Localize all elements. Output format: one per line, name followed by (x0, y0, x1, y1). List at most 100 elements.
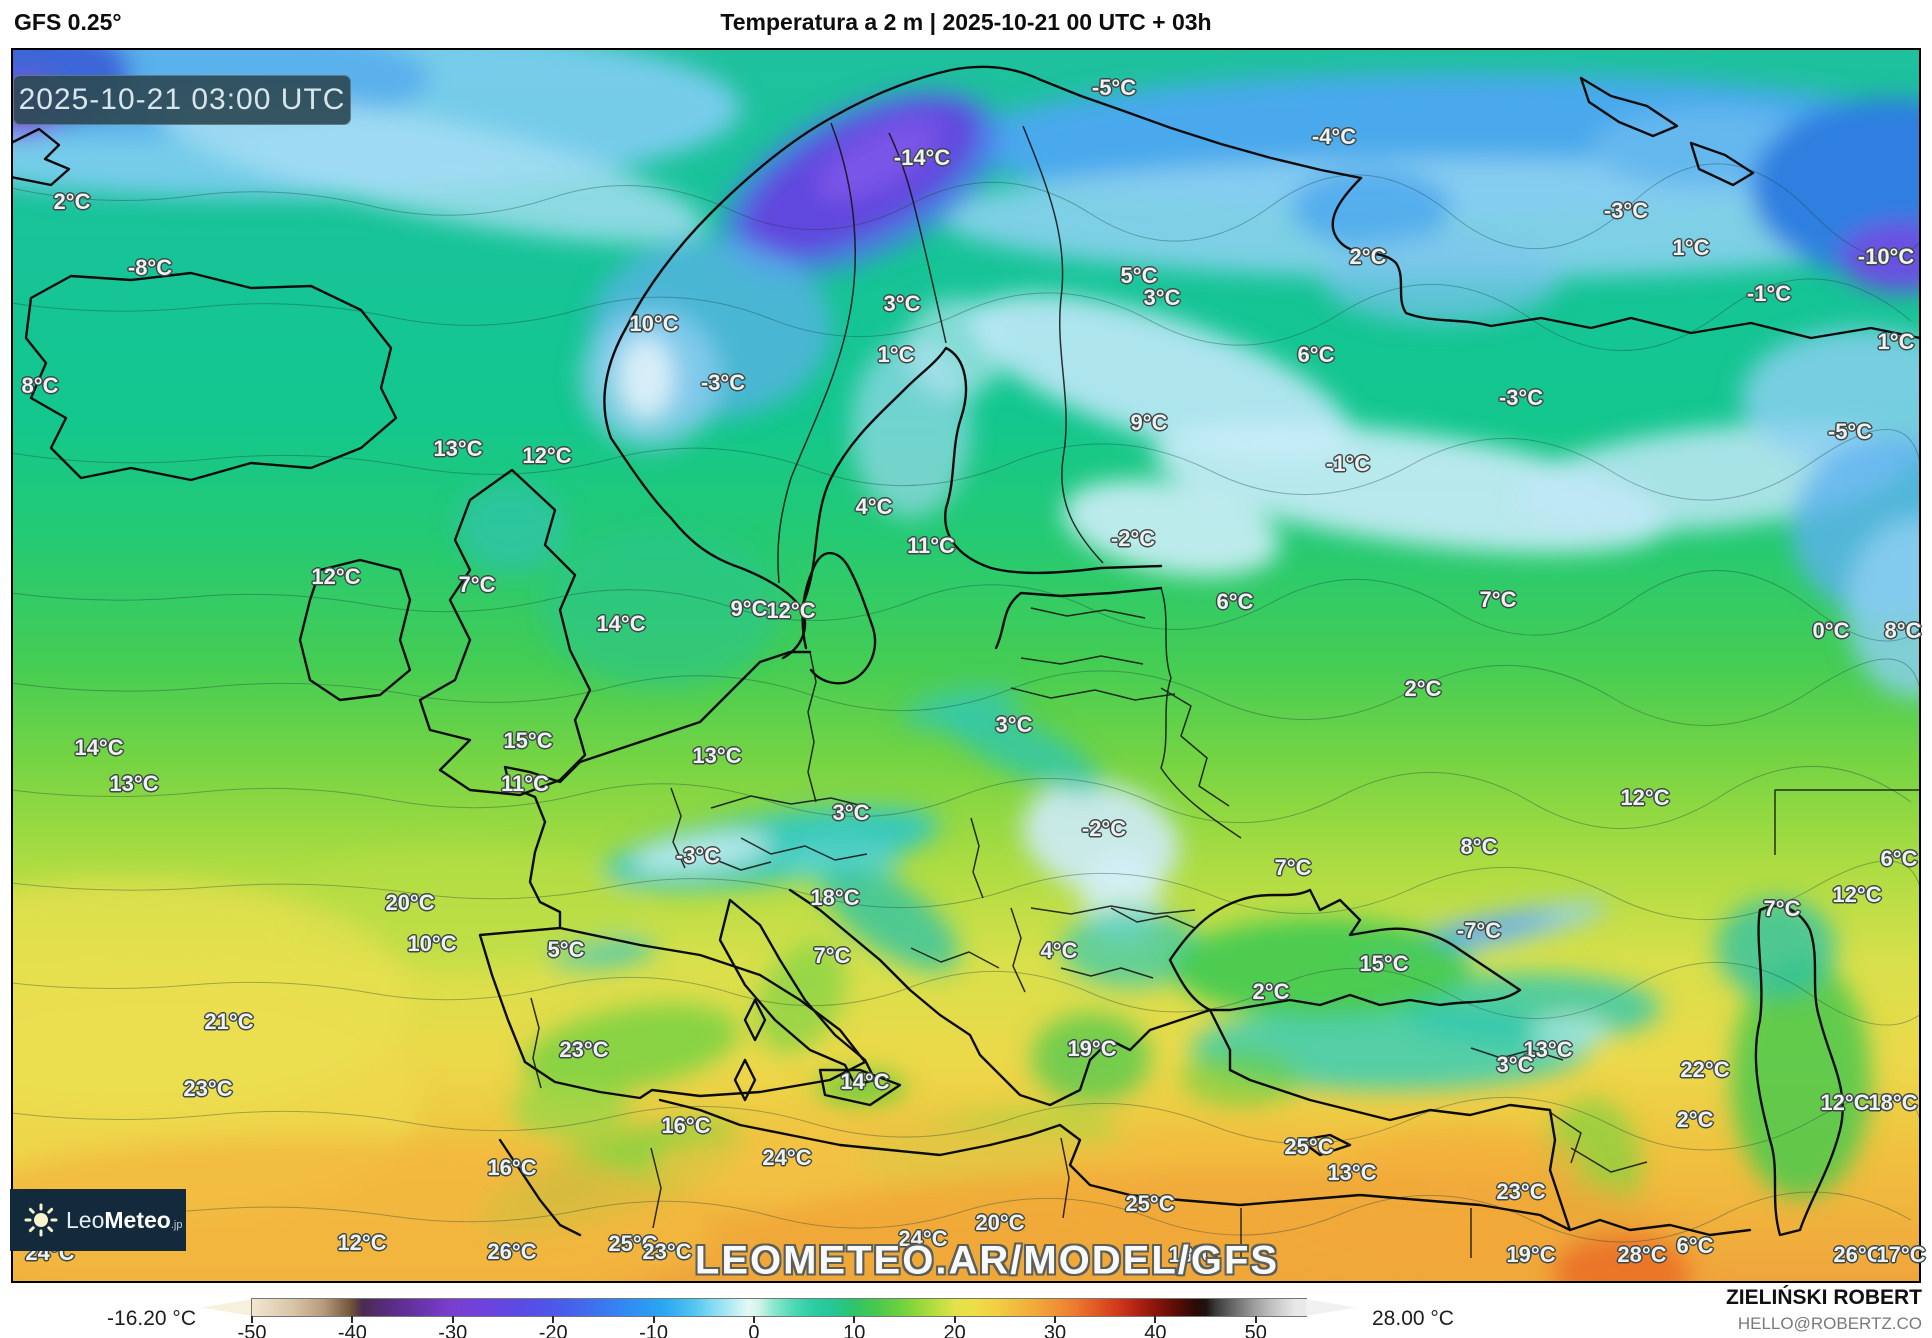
temp-label: 3°C (1143, 285, 1181, 310)
temp-label: 0°C (1812, 618, 1850, 643)
colorbar-tick-label: 50 (1244, 1322, 1267, 1338)
temp-label: 1°C (877, 342, 915, 367)
colorbar-tick (251, 1316, 253, 1323)
model-label: GFS 0.25° (14, 9, 122, 35)
temp-label: 25°C (608, 1231, 658, 1256)
temp-label: -1°C (1325, 451, 1371, 476)
temp-label: 13°C (692, 743, 742, 768)
colorbar-tick (552, 1316, 555, 1323)
temp-label: -4°C (1311, 124, 1357, 149)
colorbar-tick (1254, 1316, 1257, 1323)
temp-label: -3°C (675, 843, 721, 868)
temp-label: 19°C (1067, 1036, 1117, 1061)
map-border (11, 48, 1921, 1283)
temp-label: 10°C (629, 311, 679, 336)
temp-label: 26°C (487, 1239, 537, 1264)
temp-label: 11°C (501, 771, 549, 796)
temp-label: 20°C (975, 1210, 1025, 1235)
temp-label: 8°C (21, 373, 59, 398)
temp-label: 5°C (1120, 263, 1158, 288)
colorbar-tick (853, 1316, 856, 1323)
sun-icon (24, 1203, 58, 1237)
temp-label: 20°C (385, 890, 435, 915)
temp-label: 6°C (1216, 589, 1254, 614)
temp-label: -10°C (1857, 244, 1915, 269)
temp-label: 6°C (1297, 342, 1335, 367)
temp-label: 17°C (1876, 1242, 1926, 1267)
colorbar-tick-label: -10 (639, 1322, 668, 1338)
colorbar-tick-label: 20 (943, 1322, 966, 1338)
colorbar-tick-label: -20 (538, 1322, 568, 1338)
temp-label: 2°C (53, 189, 91, 214)
colorbar-max-label: 28.00 °C (1372, 1307, 1454, 1330)
watermark: LEOMETEO.AR/MODEL/GFS (694, 1238, 1280, 1283)
temp-label: 16°C (487, 1155, 537, 1180)
temp-label: 13°C (109, 771, 159, 796)
temp-label: 12°C (522, 443, 572, 468)
colorbar-tick-label: 10 (843, 1322, 866, 1338)
colorbar-tick-label: 0 (748, 1322, 760, 1338)
temp-label: 24°C (898, 1226, 948, 1251)
temp-label: 7°C (813, 943, 851, 968)
colorbar-tick (1054, 1316, 1057, 1323)
temp-label: 13°C (1523, 1037, 1573, 1062)
temp-label: 11°C (907, 533, 955, 558)
author-credit: ZIELIŃSKI ROBERT (1725, 1286, 1922, 1309)
temp-label: -1°C (1746, 281, 1792, 306)
colorbar-tick (953, 1316, 956, 1323)
temp-label: 5°C (547, 937, 585, 962)
temp-label: 15°C (1359, 951, 1409, 976)
temp-label: 14°C (840, 1069, 890, 1094)
leometeo-logo: LeoMeteo.jp (10, 1189, 186, 1251)
temp-label: 6°C (1676, 1233, 1714, 1258)
temp-label: 12°C (337, 1230, 387, 1255)
page-title: Temperatura a 2 m | 2025-10-21 00 UTC + … (720, 9, 1212, 35)
europe-temperature-map (11, 48, 1921, 1283)
temp-label: 7°C (1274, 855, 1312, 880)
temp-label: 2°C (1252, 979, 1290, 1004)
temp-label: 23°C (559, 1037, 609, 1062)
colorbar-tick-label: 40 (1144, 1322, 1167, 1338)
colorbar-tick-label: -30 (438, 1322, 468, 1338)
temp-label: 12°C (1832, 882, 1882, 907)
temp-label: 4°C (1040, 938, 1078, 963)
temp-label: 6°C (1880, 846, 1918, 871)
contact-credit: HELLO@ROBERTZ.CO (1737, 1314, 1922, 1333)
temp-label: 12°C (311, 564, 361, 589)
temp-label: 7°C (1479, 587, 1517, 612)
colorbar-tick (752, 1316, 755, 1323)
colorbar-tick (451, 1316, 454, 1323)
temp-label: 12°C (1620, 785, 1670, 810)
temp-label: 26°C (1833, 1242, 1883, 1267)
temp-label: -5°C (1091, 75, 1137, 100)
temp-label: 3°C (1496, 1052, 1534, 1077)
temp-label: 21°C (204, 1009, 254, 1034)
temp-label: 25°C (1125, 1191, 1175, 1216)
temp-label: 9°C (730, 596, 768, 621)
temp-label: 8°C (1460, 834, 1498, 859)
temp-label: 7°C (458, 572, 496, 597)
temp-label: 3°C (995, 712, 1033, 737)
timestamp-badge: 2025-10-21 03:00 UTC (13, 75, 351, 125)
temp-label: 23°C (1496, 1179, 1546, 1204)
temp-label: 10°C (407, 931, 457, 956)
colorbar-tick-label: 30 (1043, 1322, 1067, 1338)
temp-label: 2°C (1404, 676, 1442, 701)
isotherm-contours (11, 163, 1921, 1243)
temp-label: 18°C (1868, 1090, 1918, 1115)
country-borders (530, 122, 1920, 1258)
logo-text: LeoMeteo.jp (66, 1206, 183, 1233)
temp-label: 2°C (1349, 244, 1387, 269)
temp-label: 13°C (433, 436, 483, 461)
temp-label: 23°C (642, 1239, 692, 1264)
temp-label: 14°C (74, 735, 124, 760)
temp-label: 14°C (596, 611, 646, 636)
temp-label: 3°C (883, 291, 921, 316)
colorbar-tick-label: -50 (237, 1322, 267, 1338)
temp-label: 4°C (855, 494, 893, 519)
colorbar-left-arrow (202, 1299, 253, 1316)
temperature-blobs (11, 48, 1921, 1283)
temp-label: -5°C (1827, 419, 1873, 444)
temp-label: -3°C (700, 370, 746, 395)
